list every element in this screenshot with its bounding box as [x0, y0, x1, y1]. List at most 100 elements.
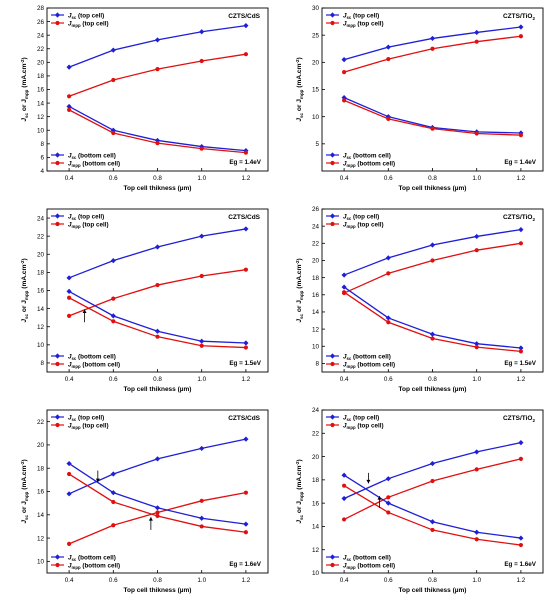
series-2 [67, 267, 248, 318]
series-4 [342, 98, 523, 138]
legend-top-jsc-swatch-marker [329, 213, 336, 219]
x-tick-label: 0.4 [65, 376, 74, 383]
legend-top-jsc-swatch-marker [54, 414, 61, 420]
data-point [243, 226, 249, 232]
legend-top-jmpp-swatch-marker [55, 20, 60, 26]
x-tick-label: 1.0 [472, 175, 481, 182]
crossover-arrow-1 [366, 472, 371, 484]
y-tick-label: 5 [315, 141, 319, 148]
data-point [429, 460, 436, 467]
chart-panel-3: 8 10 12 14 16 18 20 22 24 0.4 0.6 0.8 1.0 1.2 Top cell… [0, 201, 275, 402]
y-tick-label: 10 [312, 114, 320, 121]
x-tick-label: 1.2 [517, 175, 526, 182]
chart-panel-1: 4 6 8 10 12 14 16 18 20 22 24 26 28 0.4 0.6 0.8 1.0 1.2 To… [0, 0, 275, 201]
y-tick-label: 12 [37, 535, 45, 542]
data-point [430, 527, 435, 533]
y-tick-label: 14 [312, 524, 320, 531]
series-line [68, 228, 247, 279]
series-line [68, 438, 247, 495]
legend-top-jmpp-label: Jmpp (top cell) [343, 20, 384, 28]
legend-top-jmpp-label: Jmpp (top cell) [68, 221, 109, 229]
y-tick-label: 22 [312, 241, 320, 248]
data-point [474, 233, 480, 240]
data-point [243, 150, 248, 155]
y-tick-label: 10 [37, 342, 45, 349]
legend-top-jmpp-swatch-marker [330, 221, 335, 227]
data-point [111, 523, 116, 528]
legend-top-jsc-swatch-marker [329, 414, 336, 420]
y-tick-label: 24 [312, 407, 320, 414]
y-tick-label: 20 [37, 60, 45, 67]
legend-bottom-jsc-swatch-marker [54, 152, 61, 158]
data-point [199, 498, 204, 503]
y-tick-label: 12 [312, 326, 320, 333]
series-4 [67, 107, 248, 155]
y-tick-label: 8 [40, 360, 44, 367]
data-point [111, 130, 116, 136]
x-axis-label: Top cell thikness (µm) [124, 386, 192, 393]
data-point [386, 320, 391, 325]
data-point [518, 535, 524, 541]
y-tick-label: 30 [312, 5, 320, 12]
y-tick-label: 22 [312, 430, 320, 437]
legend-top-jsc-swatch-marker [54, 12, 61, 18]
series-line [343, 228, 521, 276]
x-tick-label: 0.8 [153, 175, 162, 182]
data-point [341, 495, 347, 502]
data-point [518, 24, 524, 30]
data-point [155, 510, 160, 515]
data-point [66, 491, 72, 497]
series-line [343, 35, 521, 73]
legend-top-jsc-label: Jsc (top cell) [68, 414, 104, 422]
y-tick-label: 18 [312, 477, 320, 484]
y-tick-label: 26 [37, 19, 45, 26]
data-point [154, 456, 161, 462]
x-tick-label: 0.6 [384, 175, 393, 182]
chart-title: CZTS/CdS [228, 415, 260, 422]
y-axis-label: Jsc or Jmpp (mA.cm-2) [295, 459, 304, 523]
x-axis-label: Top cell thikness (µm) [124, 185, 192, 192]
legend-bottom-jmpp-swatch-marker [330, 361, 335, 367]
data-point [66, 460, 72, 467]
y-axis-label: Jsc or Jmpp (mA.cm-2) [20, 459, 29, 523]
x-tick-label: 1.0 [472, 577, 481, 584]
chart-svg: 5 10 15 20 25 30 0.4 0.6 0.8 1.0 1.2 Top cell thikn… [295, 5, 544, 192]
y-tick-label: 14 [37, 100, 45, 107]
legend-bottom-jmpp-swatch-marker [55, 361, 60, 367]
y-tick-label: 12 [37, 114, 45, 121]
series-line [68, 25, 246, 68]
x-tick-label: 1.0 [472, 376, 481, 383]
legend-top-jmpp-swatch-marker [55, 422, 60, 428]
data-point [199, 343, 204, 348]
y-axis-label: Jsc or Jmpp (mA.cm-2) [295, 258, 304, 322]
data-point [385, 315, 391, 321]
legend-bottom-jmpp-swatch-marker [55, 562, 60, 568]
x-tick-label: 0.4 [65, 577, 74, 584]
band-gap-annotation: Eg = 1.5eV [229, 360, 261, 367]
legend-bottom: Jsc (bottom cell)Jmpp (bottom cell) [326, 554, 395, 570]
band-gap-annotation: Eg = 1.6eV [229, 561, 261, 568]
series-3 [66, 288, 249, 346]
series-4 [342, 483, 523, 548]
data-point [243, 345, 248, 350]
legend-top-jsc-swatch-marker [329, 12, 336, 18]
x-axis-label: Top cell thikness (µm) [124, 587, 192, 594]
series-2 [342, 34, 523, 75]
series-line [68, 269, 246, 317]
y-tick-label: 10 [37, 559, 45, 566]
x-tick-label: 1.2 [517, 376, 526, 383]
data-point [430, 46, 435, 51]
legend-bottom: Jsc (bottom cell)Jmpp (bottom cell) [326, 353, 395, 369]
data-point [243, 521, 249, 527]
y-tick-label: 26 [312, 206, 320, 213]
series-line [343, 291, 521, 353]
legend-bottom-jmpp-label: Jmpp (bottom cell) [343, 160, 395, 168]
data-point [430, 126, 435, 131]
data-point [385, 44, 391, 50]
data-point [385, 255, 391, 261]
y-tick-label: 20 [312, 258, 320, 265]
chart-svg: 10 12 14 16 18 20 22 0.4 0.6 0.8 1.0 1.2 Top cell th… [20, 409, 269, 594]
data-point [67, 471, 72, 477]
band-gap-annotation: Eg = 1.4eV [504, 159, 536, 166]
legend-top: Jsc (top cell)Jmpp (top cell) [326, 213, 384, 229]
